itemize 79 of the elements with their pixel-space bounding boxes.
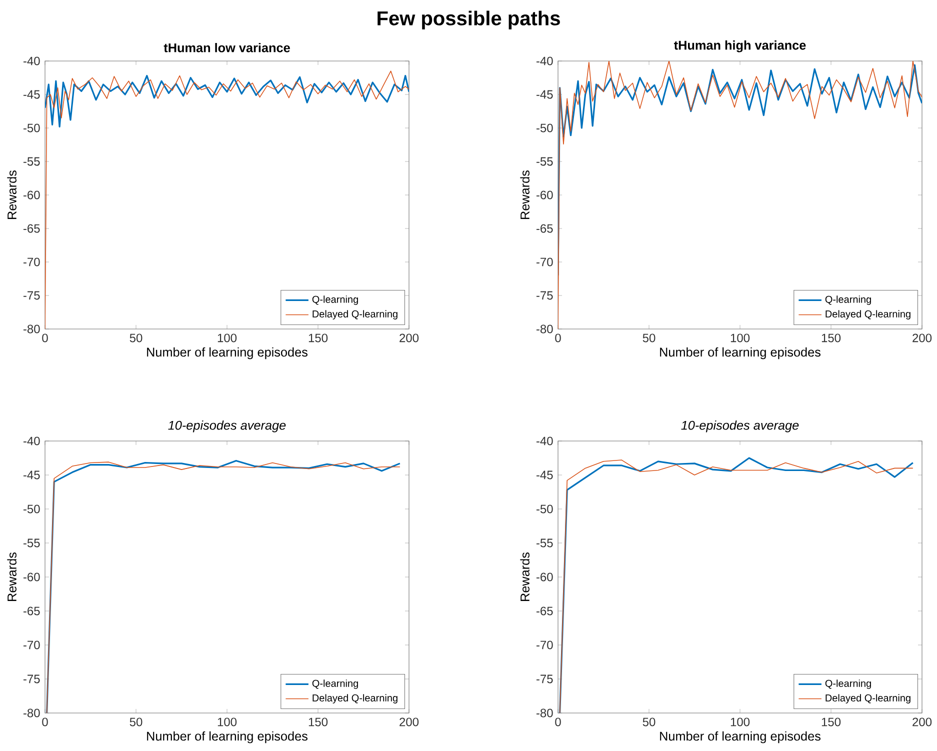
y-axis-title: Rewards xyxy=(520,552,530,601)
x-tick-label: 200 xyxy=(400,718,419,726)
y-tick-label: -50 xyxy=(536,504,553,514)
y-tick-label: -70 xyxy=(23,258,40,266)
y-tick-label: -75 xyxy=(23,674,40,684)
legend-label: Delayed Q-learning xyxy=(312,310,398,320)
y-axis-title: Rewards xyxy=(7,552,16,601)
x-axis-title: Number of learning episodes xyxy=(660,347,820,360)
x-tick-label: 0 xyxy=(42,718,48,726)
x-tick-label: 200 xyxy=(400,334,419,342)
x-tick-label: 50 xyxy=(642,334,656,342)
x-axis-title: Number of learning episodes xyxy=(660,731,820,744)
x-tick-label: 150 xyxy=(822,718,841,726)
x-tick-label: 100 xyxy=(730,334,750,342)
x-tick-label: 100 xyxy=(218,334,237,342)
line-series xyxy=(558,61,922,329)
x-tick-label: 50 xyxy=(130,718,142,726)
y-tick-label: -75 xyxy=(23,291,40,300)
text: Few possible paths xyxy=(378,10,560,30)
legend-label: Delayed Q-learning xyxy=(312,694,398,704)
chart-title: 10-episodes average xyxy=(168,420,286,432)
y-tick-label: -45 xyxy=(23,90,40,99)
x-tick-label: 100 xyxy=(730,718,750,726)
x-tick-label: 0 xyxy=(555,718,561,726)
y-tick-label: -40 xyxy=(23,56,40,66)
y-tick-label: -65 xyxy=(23,606,40,616)
y-tick-label: -75 xyxy=(536,291,553,300)
y-tick-label: -65 xyxy=(536,606,553,616)
legend-label: Delayed Q-learning xyxy=(826,310,910,320)
y-tick-label: -60 xyxy=(536,572,553,582)
y-tick-label: -65 xyxy=(23,224,40,233)
x-tick-label: 0 xyxy=(42,334,48,342)
y-tick-label: -80 xyxy=(536,708,553,718)
line-series xyxy=(45,74,410,128)
y-tick-label: -70 xyxy=(536,640,553,650)
chart-title: tHuman high variance xyxy=(674,40,806,52)
x-tick-label: 50 xyxy=(642,718,656,726)
y-tick-label: -55 xyxy=(23,538,40,548)
y-tick-label: -50 xyxy=(23,504,40,514)
legend-label: Q-learning xyxy=(825,296,871,305)
y-axis-title: Rewards xyxy=(520,170,530,219)
chart-title: tHuman low variance xyxy=(164,42,290,52)
y-tick-label: -40 xyxy=(536,56,553,66)
y-tick-label: -45 xyxy=(536,90,553,99)
legend-label: Q-learning xyxy=(312,296,358,305)
y-tick-label: -55 xyxy=(536,157,553,166)
y-tick-label: -80 xyxy=(536,324,553,334)
y-tick-label: -40 xyxy=(536,436,553,446)
x-tick-label: 200 xyxy=(912,718,932,726)
x-tick-label: 50 xyxy=(130,334,142,342)
y-tick-label: -60 xyxy=(23,572,40,582)
y-tick-label: -45 xyxy=(536,470,553,480)
y-tick-label: -55 xyxy=(23,157,40,166)
legend-label: Delayed Q-learning xyxy=(826,694,910,704)
y-axis-title: Rewards xyxy=(7,170,16,219)
y-tick-label: -70 xyxy=(536,258,553,266)
x-tick-label: 150 xyxy=(308,718,328,726)
chart-title: 10-episodes average xyxy=(681,420,799,432)
y-tick-label: -60 xyxy=(536,190,553,200)
y-tick-label: -60 xyxy=(23,190,40,200)
x-tick-label: 150 xyxy=(308,334,328,342)
y-tick-label: -50 xyxy=(23,124,40,132)
y-tick-label: -75 xyxy=(536,674,553,684)
y-tick-label: -45 xyxy=(23,470,40,480)
x-tick-label: 0 xyxy=(555,334,561,342)
y-tick-label: -70 xyxy=(23,640,40,650)
legend-label: Q-learning xyxy=(825,680,871,689)
x-tick-label: 200 xyxy=(912,334,932,342)
legend-label: Q-learning xyxy=(312,680,358,689)
y-tick-label: -40 xyxy=(23,436,40,446)
y-tick-label: -80 xyxy=(23,324,40,334)
x-axis-title: Number of learning episodes xyxy=(147,347,308,360)
x-axis-title: Number of learning episodes xyxy=(147,731,308,744)
y-tick-label: -65 xyxy=(536,224,553,233)
y-tick-label: -50 xyxy=(536,124,553,132)
x-tick-label: 150 xyxy=(822,334,841,342)
x-tick-label: 100 xyxy=(218,718,237,726)
y-tick-label: -55 xyxy=(536,538,553,548)
y-tick-label: -80 xyxy=(23,708,40,718)
